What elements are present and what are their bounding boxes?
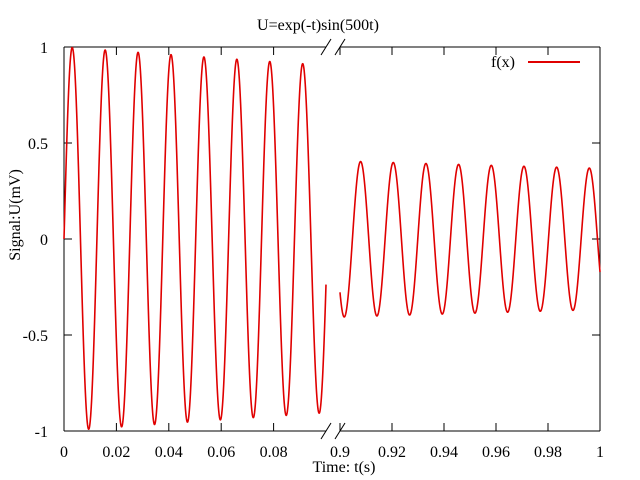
y-axis-label: Signal:U(mV): [7, 169, 24, 261]
axis-ticks: [63, 46, 601, 432]
series-line-segment-1: [339, 160, 601, 318]
y-tick-label: 0: [40, 232, 48, 249]
x-tick-label: 0.96: [482, 444, 510, 461]
x-tick-label: 0.08: [260, 444, 288, 461]
legend: f(x): [491, 54, 580, 71]
legend-label: f(x): [491, 54, 515, 71]
x-axis-label: Time: t(s): [313, 459, 376, 476]
x-tick-label: 0.02: [102, 444, 130, 461]
axis-break-marks: [320, 38, 346, 440]
x-tick-labels: 0 0.02 0.04 0.06 0.08 0.9 0.92 0.94 0.96 0.98 1: [60, 444, 604, 461]
x-tick-label: 0.9: [330, 444, 350, 461]
x-tick-label: 0.92: [378, 444, 406, 461]
y-tick-label: 0.5: [28, 136, 48, 153]
y-tick-labels: 1 0.5 0 -0.5 -1: [23, 40, 48, 441]
y-tick-label: -0.5: [23, 328, 48, 345]
x-tick-label: 0.06: [207, 444, 235, 461]
axis-break-gap: [327, 41, 339, 53]
axis-break-slash: [334, 38, 346, 56]
axis-break-slash: [334, 422, 346, 440]
y-tick-label: 1: [40, 40, 48, 57]
chart-title: U=exp(-t)sin(500t): [257, 17, 379, 34]
x-tick-label: 1: [596, 444, 604, 461]
y-tick-label: -1: [35, 424, 48, 441]
x-tick-label: 0.04: [155, 444, 183, 461]
axis-break-slash: [320, 38, 332, 56]
series-layer: [63, 46, 601, 430]
x-tick-label: 0.98: [534, 444, 562, 461]
axis-break-gap: [327, 425, 339, 437]
axis-break-slash: [320, 422, 332, 440]
x-tick-label: 0: [60, 444, 68, 461]
series-line-segment-0: [63, 46, 327, 430]
x-tick-label: 0.94: [430, 444, 458, 461]
